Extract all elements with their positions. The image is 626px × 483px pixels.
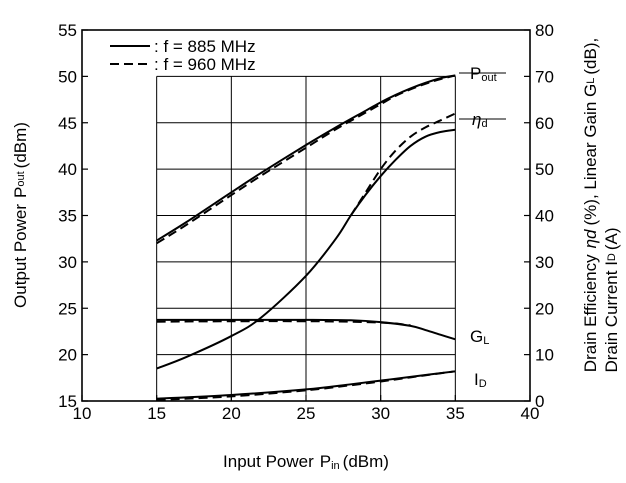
y-right-tick-label: 70 bbox=[535, 67, 554, 86]
series-pout-960 bbox=[156, 74, 456, 245]
x-tick-label: 15 bbox=[147, 404, 166, 423]
id-label: ID bbox=[474, 370, 487, 390]
y-left-tick-label: 50 bbox=[58, 67, 77, 86]
series-gl-885 bbox=[156, 318, 456, 341]
y-left-tick-label: 20 bbox=[58, 346, 77, 365]
legend-label-885: : f = 885 MHz bbox=[154, 37, 256, 56]
y-right-tick-label: 20 bbox=[535, 299, 554, 318]
pout-label: Pout bbox=[470, 64, 497, 84]
series-eta-885 bbox=[156, 128, 456, 370]
x-tick-label: 10 bbox=[73, 404, 92, 423]
y-left-tick-label: 40 bbox=[58, 160, 77, 179]
x-tick-label: 30 bbox=[371, 404, 390, 423]
x-tick-label: 35 bbox=[446, 404, 465, 423]
y-left-tick-label: 25 bbox=[58, 299, 77, 318]
y-left-tick-label: 15 bbox=[58, 392, 77, 411]
y-right-tick-label: 10 bbox=[535, 346, 554, 365]
legend-label-960: : f = 960 MHz bbox=[154, 55, 256, 74]
y-left-tick-label: 35 bbox=[58, 207, 77, 226]
y-right-axis-title-line2: Drain Current ID(A) bbox=[602, 227, 621, 372]
y-right-tick-label: 0 bbox=[535, 392, 544, 411]
y-left-tick-label: 45 bbox=[58, 114, 77, 133]
series-gl-960 bbox=[156, 320, 411, 327]
y-left-tick-label: 30 bbox=[58, 253, 77, 272]
series-id-960 bbox=[156, 370, 456, 402]
y-left-axis-title: Output PowerPout(dBm) bbox=[11, 122, 30, 308]
y-left-tick-label: 55 bbox=[58, 21, 77, 40]
y-right-tick-label: 50 bbox=[535, 160, 554, 179]
x-tick-label: 40 bbox=[521, 404, 540, 423]
grid bbox=[156, 75, 456, 401]
x-tick-label: 25 bbox=[297, 404, 316, 423]
series bbox=[156, 74, 456, 402]
y-right-tick-label: 60 bbox=[535, 114, 554, 133]
y-right-tick-label: 30 bbox=[535, 253, 554, 272]
y-right-tick-label: 40 bbox=[535, 207, 554, 226]
x-axis-title: Input Power Pin (dBm) bbox=[223, 452, 389, 472]
gl-label: GL bbox=[470, 327, 489, 347]
x-tick-label: 20 bbox=[222, 404, 241, 423]
legend: : f = 885 MHz : f = 960 MHz bbox=[110, 37, 256, 74]
eta-label: ηd bbox=[472, 110, 488, 130]
curve-labels: Pout ηd GL ID bbox=[459, 64, 506, 390]
y-right-axis-title-line1: Drain Efficiencyηd(%), Linear Gain GL(dB… bbox=[581, 38, 600, 372]
y-right-tick-label: 80 bbox=[535, 21, 554, 40]
series-eta-960 bbox=[349, 112, 456, 217]
axis-ticks: 10 15 20 25 30 35 4015202530354045505501020304… bbox=[58, 21, 554, 423]
